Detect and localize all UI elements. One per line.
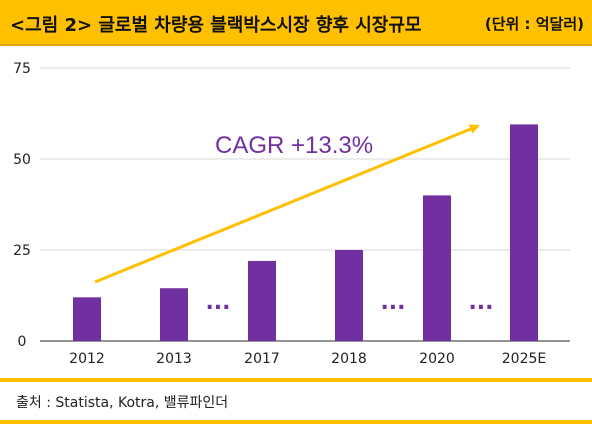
bar-2018 <box>335 250 363 341</box>
gap-marker: ... <box>468 290 493 315</box>
bar-2013 <box>160 288 188 341</box>
bars <box>73 124 538 341</box>
trend-arrow <box>94 124 480 284</box>
gap-markers: ......... <box>205 290 493 315</box>
x-tick-label: 2025E <box>502 351 546 367</box>
x-tick-label: 2013 <box>156 351 192 367</box>
source-text: 출처 : Statista, Kotra, 밸류파인더 <box>16 395 229 411</box>
y-tick-label: 75 <box>13 61 31 77</box>
grid-layer <box>40 67 570 342</box>
y-axis-ticks: 0 25 50 75 <box>13 61 31 350</box>
unit-label: (단위 : 억달러) <box>484 15 584 33</box>
title-bar: <그림 2> 글로벌 차량용 블랙박스시장 향후 시장규모 (단위 : 억달러) <box>0 0 592 46</box>
cagr-annotation: CAGR +13.3% <box>215 132 373 159</box>
x-tick-label: 2018 <box>331 351 367 367</box>
x-tick-label: 2020 <box>419 351 455 367</box>
y-tick-label: 0 <box>18 334 27 350</box>
footer-underline <box>0 420 592 424</box>
x-tick-label: 2012 <box>69 351 105 367</box>
bar-chart: 0 25 50 75 2012 2013 2017 2018 2020 2025E ......… <box>13 61 570 367</box>
bar-2012 <box>73 297 101 341</box>
gap-marker: ... <box>205 290 230 315</box>
y-tick-label: 50 <box>13 152 31 168</box>
x-tick-label: 2017 <box>244 351 280 367</box>
y-tick-label: 25 <box>13 243 31 259</box>
chart-title: <그림 2> 글로벌 차량용 블랙박스시장 향후 시장규모 <box>10 15 422 36</box>
source-footer: 출처 : Statista, Kotra, 밸류파인더 <box>0 378 592 431</box>
gap-marker: ... <box>380 290 405 315</box>
bar-2020 <box>423 195 451 341</box>
bar-2017 <box>248 260 276 341</box>
bar-2025E <box>510 124 538 341</box>
x-axis-ticks: 2012 2013 2017 2018 2020 2025E <box>69 351 546 367</box>
